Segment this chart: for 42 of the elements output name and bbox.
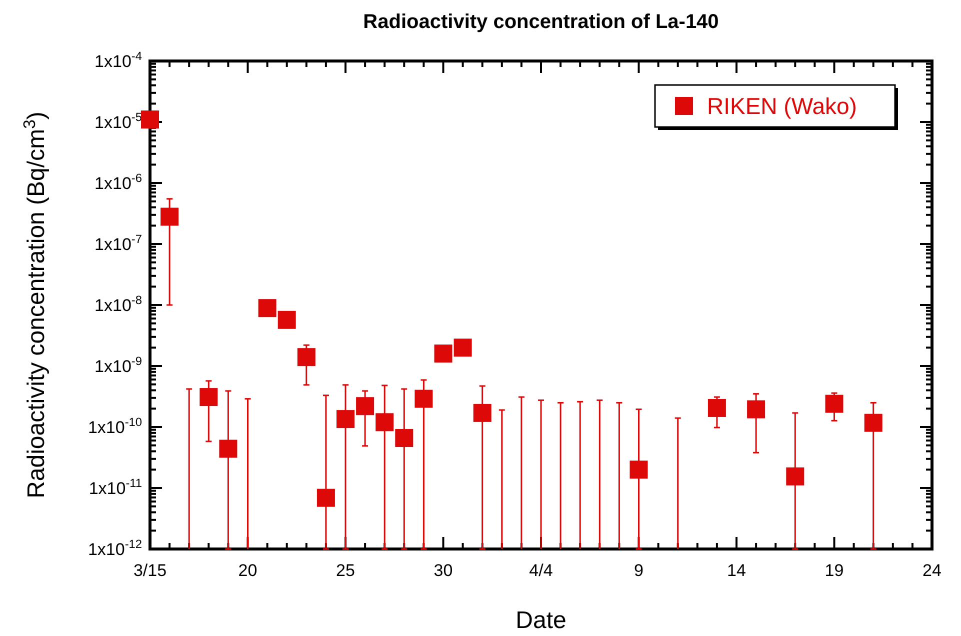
point [219, 440, 238, 458]
chart-title: Radioactivity concentration of La-140 [363, 11, 719, 33]
y-tick-label: 1x10$^{-12}$ [88, 537, 142, 559]
point [630, 460, 648, 479]
point [141, 110, 159, 128]
point [278, 310, 296, 329]
y-tick-label: 1x10$^{-11}$ [88, 476, 142, 498]
y-tick-label: 1x10$^{-6}$ [94, 171, 142, 193]
point [376, 413, 394, 432]
point [297, 348, 316, 366]
x-tick-label: 19 [824, 561, 844, 580]
y-tick-label: 1x10$^{-9}$ [94, 354, 142, 376]
x-axis-title: Date [516, 607, 566, 634]
point [825, 394, 844, 413]
point [356, 397, 374, 416]
x-tick-label: 25 [336, 561, 355, 580]
point [747, 400, 766, 418]
point [336, 410, 354, 428]
point [864, 414, 882, 432]
point [434, 344, 452, 363]
point [454, 338, 472, 357]
point [316, 488, 335, 507]
x-tick-label: 24 [922, 561, 942, 580]
x-tick-label: 4/4 [529, 561, 553, 580]
point [708, 398, 726, 417]
x-tick-label: 30 [434, 561, 453, 580]
point [200, 388, 218, 406]
x-tick-label: 20 [238, 561, 258, 580]
legend-label: RIKEN (Wako) [707, 93, 857, 119]
y-tick-label: 1x10$^{-10}$ [88, 415, 142, 437]
x-tick-label: 9 [634, 561, 644, 580]
y-tick-label: 1x10$^{-7}$ [94, 232, 142, 254]
y-tick-label: 1x10$^{-4}$ [94, 49, 142, 71]
point [786, 467, 804, 486]
point [160, 208, 179, 226]
point [395, 429, 414, 448]
point [414, 390, 433, 408]
x-tick-label: 3/15 [133, 561, 167, 580]
y-tick-label: 1x10$^{-8}$ [94, 293, 142, 315]
point [473, 404, 492, 422]
x-tick-label: 14 [727, 561, 746, 580]
point [258, 299, 276, 318]
